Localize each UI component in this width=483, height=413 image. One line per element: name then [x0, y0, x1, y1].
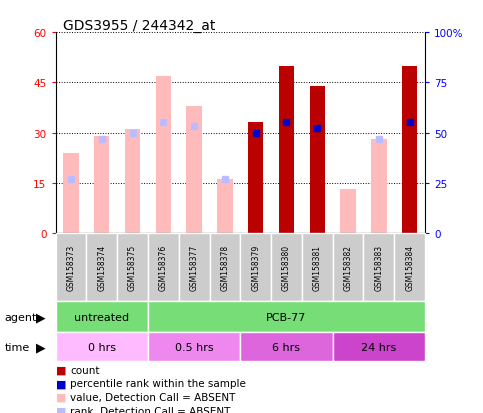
Text: GSM158374: GSM158374 [97, 244, 106, 290]
Text: 0.5 hrs: 0.5 hrs [175, 342, 213, 352]
Text: 6 hrs: 6 hrs [272, 342, 300, 352]
Text: agent: agent [5, 312, 37, 322]
Text: untreated: untreated [74, 312, 129, 322]
Text: rank, Detection Call = ABSENT: rank, Detection Call = ABSENT [70, 406, 230, 413]
Text: GSM158378: GSM158378 [220, 244, 229, 290]
Text: GSM158384: GSM158384 [405, 244, 414, 290]
Text: PCB-77: PCB-77 [266, 312, 307, 322]
Bar [94, 137, 110, 233]
Bar [156, 76, 171, 233]
Bar [402, 66, 417, 233]
Text: value, Detection Call = ABSENT: value, Detection Call = ABSENT [70, 392, 235, 402]
Bar [341, 190, 356, 233]
Bar [63, 153, 79, 233]
Text: 24 hrs: 24 hrs [361, 342, 397, 352]
Text: GSM158383: GSM158383 [374, 244, 384, 290]
Text: GSM158382: GSM158382 [343, 244, 353, 290]
Text: ▶: ▶ [36, 340, 46, 354]
Bar [125, 130, 140, 233]
Text: ■: ■ [56, 392, 66, 402]
Text: ■: ■ [56, 378, 66, 388]
Bar [279, 66, 294, 233]
Text: GSM158376: GSM158376 [159, 244, 168, 290]
Text: ▶: ▶ [36, 311, 46, 323]
Bar [310, 86, 325, 233]
Text: GSM158375: GSM158375 [128, 244, 137, 290]
Bar [217, 180, 233, 233]
Text: ■: ■ [56, 406, 66, 413]
Text: GSM158381: GSM158381 [313, 244, 322, 290]
Text: time: time [5, 342, 30, 352]
Text: 0 hrs: 0 hrs [88, 342, 116, 352]
Text: GSM158377: GSM158377 [190, 244, 199, 290]
Text: GSM158380: GSM158380 [282, 244, 291, 290]
Text: count: count [70, 365, 99, 375]
Bar [186, 107, 202, 233]
Text: GDS3955 / 244342_at: GDS3955 / 244342_at [63, 19, 215, 33]
Text: ■: ■ [56, 365, 66, 375]
Text: GSM158373: GSM158373 [67, 244, 75, 290]
Text: percentile rank within the sample: percentile rank within the sample [70, 378, 246, 388]
Bar [371, 140, 386, 233]
Text: GSM158379: GSM158379 [251, 244, 260, 290]
Bar [248, 123, 263, 233]
